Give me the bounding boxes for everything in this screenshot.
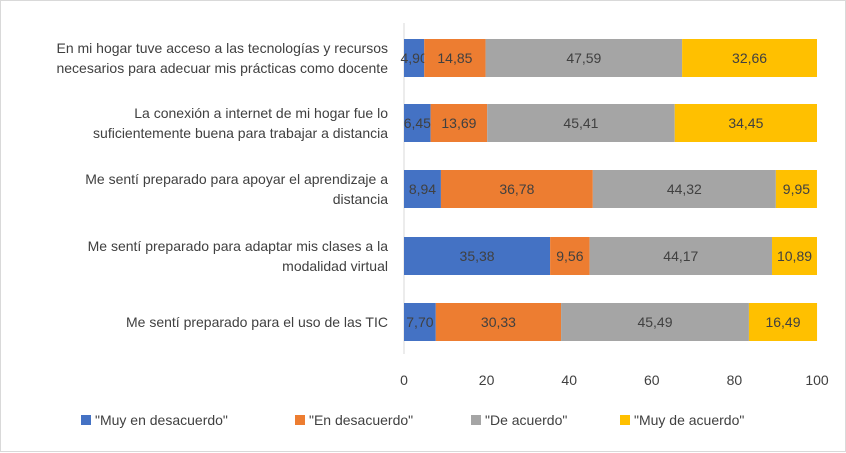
bar-segment-3-0: [404, 237, 551, 275]
data-label-4-2: 45,49: [637, 314, 672, 330]
x-tick-label-40: 40: [561, 372, 577, 388]
legend-swatch-1: [295, 415, 305, 425]
bar-segment-2-2: [592, 170, 776, 208]
data-label-3-0: 35,38: [460, 248, 495, 264]
bar-segment-0-1: [424, 39, 486, 77]
category-label-0-0: En mi hogar tuve acceso a las tecnología…: [56, 40, 388, 56]
category-label-3-0: Me sentí preparado para adaptar mis clas…: [88, 238, 389, 254]
data-label-3-2: 44,17: [663, 248, 698, 264]
data-label-1-1: 13,69: [441, 115, 476, 131]
data-label-2-2: 44,32: [667, 181, 702, 197]
data-label-1-0: 6,45: [404, 115, 431, 131]
data-label-2-3: 9,95: [783, 181, 810, 197]
data-label-3-1: 9,56: [556, 248, 583, 264]
data-label-4-3: 16,49: [765, 314, 800, 330]
x-tick-label-0: 0: [400, 372, 408, 388]
data-label-1-2: 45,41: [563, 115, 598, 131]
bar-segment-3-3: [772, 237, 817, 275]
bar-segment-1-2: [487, 104, 675, 142]
category-label-1-0: La conexión a internet de mi hogar fue l…: [134, 105, 388, 121]
bar-segment-1-1: [430, 104, 488, 142]
bar-segment-2-1: [440, 170, 593, 208]
bar-segment-4-1: [435, 303, 562, 341]
category-label-3-1: modalidad virtual: [282, 258, 388, 274]
category-label-1-1: suficientemente buena para trabajar a di…: [93, 125, 388, 141]
category-label-0-1: necesarios para adecuar mis prácticas co…: [56, 60, 388, 76]
x-tick-label-60: 60: [644, 372, 660, 388]
data-label-0-1: 14,85: [437, 50, 472, 66]
bar-segment-4-2: [561, 303, 749, 341]
data-label-0-2: 47,59: [566, 50, 601, 66]
legend-swatch-3: [620, 415, 630, 425]
data-label-1-3: 34,45: [728, 115, 763, 131]
data-label-4-0: 7,70: [406, 314, 433, 330]
data-label-0-3: 32,66: [732, 50, 767, 66]
category-label-2-0: Me sentí preparado para apoyar el aprend…: [85, 171, 388, 187]
x-tick-label-80: 80: [727, 372, 743, 388]
bar-segment-1-3: [674, 104, 817, 142]
legend-label-3: "Muy de acuerdo": [634, 412, 744, 428]
bar-segment-2-3: [775, 170, 817, 208]
data-label-2-1: 36,78: [499, 181, 534, 197]
bar-segment-2-0: [404, 170, 441, 208]
legend-swatch-0: [81, 415, 91, 425]
bar-segment-0-3: [682, 39, 817, 77]
data-label-0-0: 4,90: [400, 50, 427, 66]
data-label-3-3: 10,89: [777, 248, 812, 264]
bar-segment-0-2: [485, 39, 683, 77]
category-label-2-1: distancia: [333, 191, 388, 207]
x-tick-label-20: 20: [479, 372, 495, 388]
legend-label-1: "En desacuerdo": [309, 412, 413, 428]
category-label-4-0: Me sentí preparado para el uso de las TI…: [126, 314, 388, 330]
bar-segment-3-2: [589, 237, 773, 275]
bar-segment-4-3: [748, 303, 818, 341]
x-tick-label-100: 100: [805, 372, 829, 388]
bar-segment-4-0: [404, 303, 436, 341]
data-label-4-1: 30,33: [481, 314, 516, 330]
legend-label-2: "De acuerdo": [485, 412, 567, 428]
legend-label-0: "Muy en desacuerdo": [95, 412, 228, 428]
bar-segment-1-0: [404, 104, 431, 142]
bar-segment-0-0: [404, 39, 425, 77]
data-label-2-0: 8,94: [409, 181, 436, 197]
bar-segment-3-1: [550, 237, 590, 275]
legend-swatch-2: [471, 415, 481, 425]
